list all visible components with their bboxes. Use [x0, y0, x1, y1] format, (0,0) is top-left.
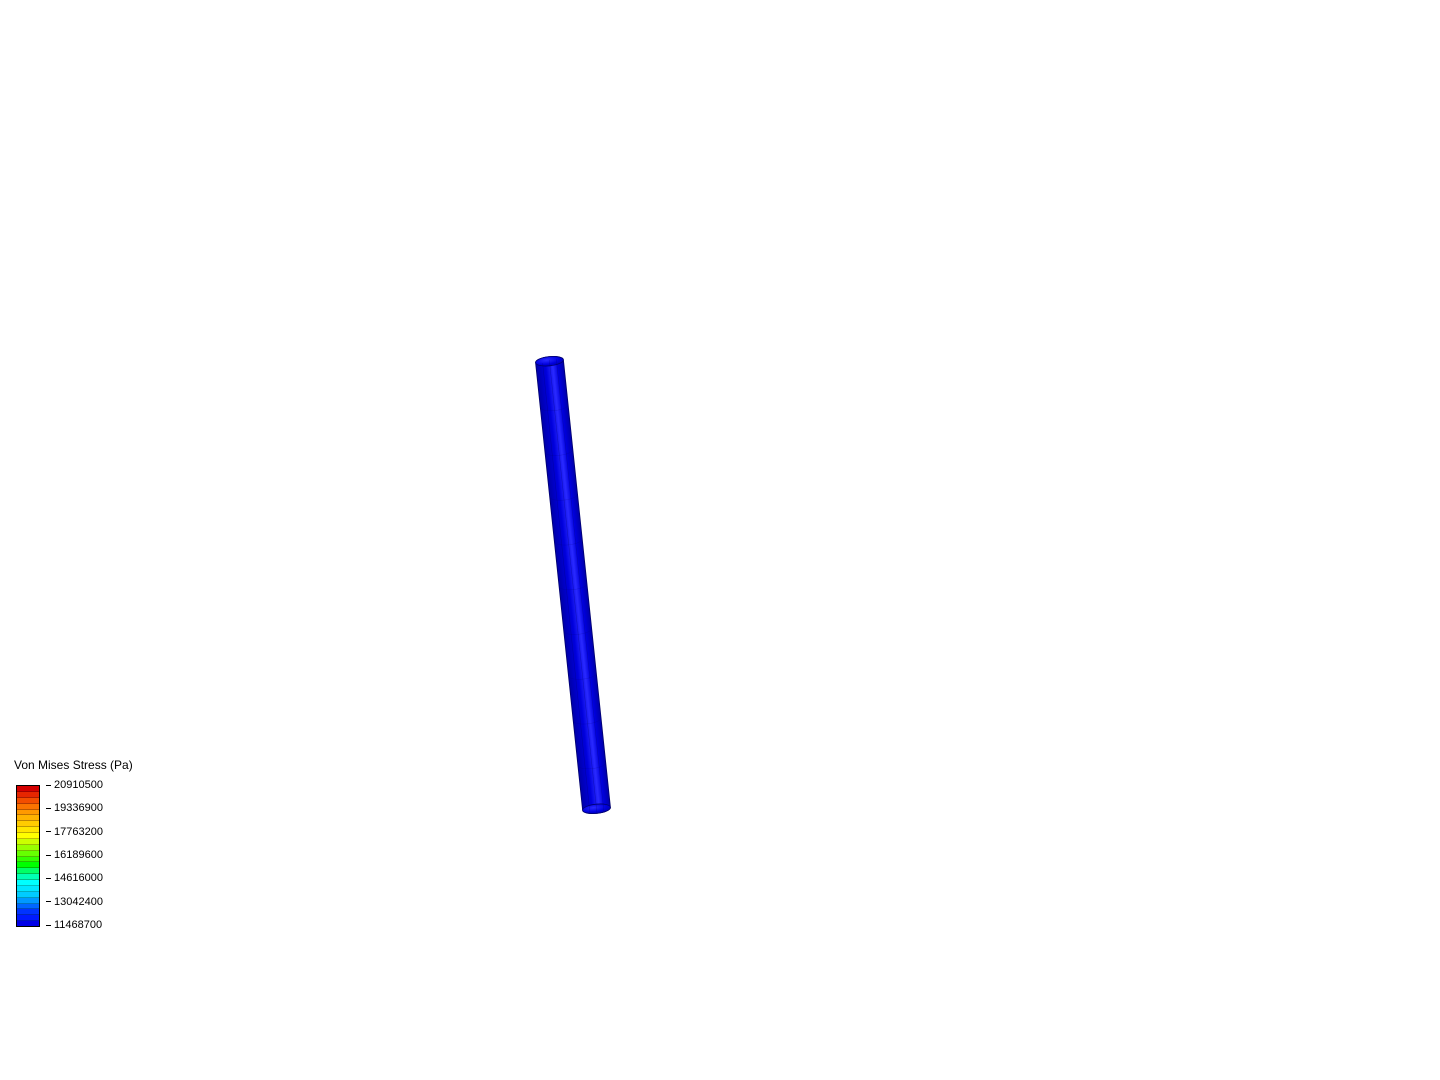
- legend-colorbar: [16, 785, 40, 927]
- legend: 2091050019336900177632001618960014616000…: [16, 785, 126, 925]
- model-view: [0, 0, 1440, 1080]
- legend-ticks: 2091050019336900177632001618960014616000…: [46, 785, 126, 925]
- legend-tick: 13042400: [46, 896, 103, 908]
- simulation-canvas: Von Mises Stress (Pa) 20910500 19336900 17…: [0, 0, 1440, 1080]
- legend-tick-label: 17763200: [54, 826, 103, 838]
- legend-tick: 17763200: [46, 826, 103, 838]
- legend-tick: 16189600: [46, 849, 103, 861]
- legend-tick-label: 11468700: [54, 919, 102, 931]
- legend-tick: 14616000: [46, 872, 103, 884]
- legend-title: Von Mises Stress (Pa): [14, 758, 133, 772]
- legend-tick: 20910500: [46, 779, 103, 791]
- legend-tick-label: 14616000: [54, 872, 103, 884]
- legend-tick: 11468700: [46, 919, 102, 931]
- legend-tick: 19336900: [46, 802, 103, 814]
- legend-tick-label: 16189600: [54, 849, 103, 861]
- legend-tick-label: 19336900: [54, 802, 103, 814]
- legend-tick-label: 13042400: [54, 896, 103, 908]
- legend-segment: [17, 921, 39, 926]
- legend-tick-label: 20910500: [54, 779, 103, 791]
